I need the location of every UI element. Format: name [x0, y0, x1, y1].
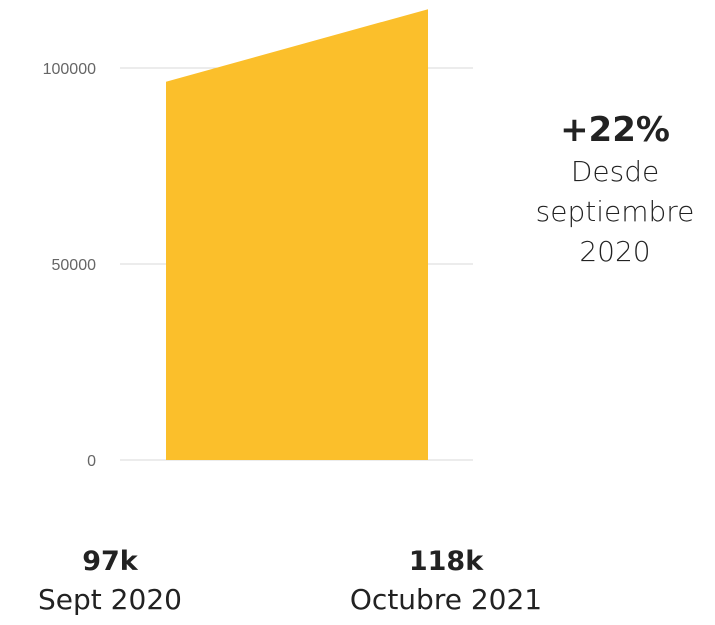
end-value: 118k [408, 546, 484, 577]
growth-desc-line3: 2020 [579, 235, 651, 268]
start-period: Sept 2020 [38, 583, 182, 616]
y-tick-label-50000: 50000 [52, 257, 97, 274]
growth-percent: +22% [560, 110, 670, 150]
end-period: Octubre 2021 [349, 583, 543, 616]
start-point-label: 97k Sept 2020 [0, 544, 220, 620]
y-tick-label-0: 0 [87, 453, 96, 470]
growth-desc-line1: Desde [570, 155, 660, 188]
start-value: 97k [82, 546, 138, 577]
y-tick-label-100000: 100000 [43, 61, 96, 78]
end-point-label: 118k Octubre 2021 [336, 544, 556, 620]
area-series [166, 9, 428, 460]
growth-annotation: +22% Desde septiembre 2020 [510, 108, 715, 272]
growth-desc-line2: septiembre [535, 195, 695, 228]
